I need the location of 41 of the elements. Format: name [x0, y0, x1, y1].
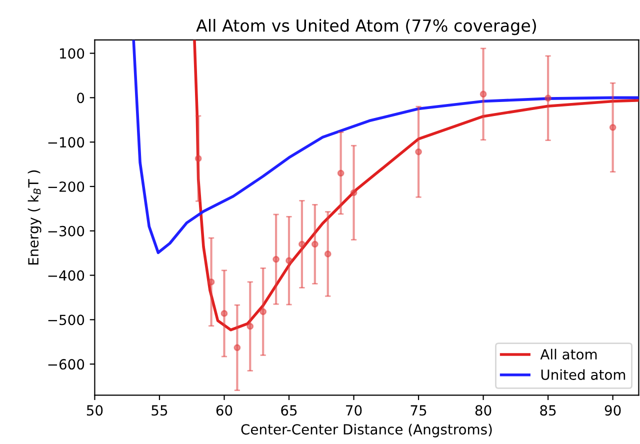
point	[415, 148, 422, 156]
point	[311, 240, 318, 248]
y-tick-label: −400	[48, 270, 84, 281]
x-tick-label: 85	[540, 405, 556, 416]
legend-label: All atom	[540, 348, 597, 360]
y-tick-label: −600	[48, 359, 84, 370]
point	[609, 124, 616, 131]
x-tick-label: 60	[216, 405, 232, 416]
point	[480, 90, 487, 98]
y-tick-label: −100	[48, 137, 84, 148]
x-tick-label: 90	[604, 405, 621, 416]
y-tick-label: −300	[48, 226, 84, 236]
point	[324, 250, 332, 258]
x-tick-label: 80	[475, 405, 492, 416]
y-tick-label: 100	[60, 48, 84, 59]
point	[272, 256, 280, 263]
x-tick-label: 75	[410, 405, 426, 416]
x-axis-title: Center-Center Distance (Angstroms)	[241, 424, 492, 438]
y-axis-title: Energy ( k$_{B}$T )	[28, 170, 42, 265]
chart-title: All Atom vs United Atom (77% coverage)	[196, 18, 536, 36]
point	[234, 344, 241, 352]
point	[246, 322, 254, 330]
point	[337, 170, 344, 177]
point	[194, 155, 202, 162]
point	[286, 257, 292, 264]
x-tick-label: 70	[346, 405, 362, 416]
point	[260, 308, 267, 316]
y-tick-label: −200	[48, 181, 84, 192]
x-tick-label: 65	[281, 405, 297, 416]
x-tick-label: 55	[152, 405, 168, 416]
x-tick-label: 50	[86, 405, 103, 416]
point	[544, 94, 552, 102]
legend-label: United atom	[541, 369, 626, 380]
y-tick-label: 0	[77, 92, 84, 104]
y-tick-label: −500	[48, 314, 84, 326]
line-series	[193, 40, 639, 332]
point	[220, 310, 228, 317]
point	[208, 278, 215, 286]
point	[350, 189, 358, 196]
line-series	[132, 40, 639, 254]
point	[298, 240, 306, 248]
